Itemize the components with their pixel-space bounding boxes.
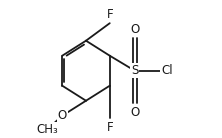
Text: Cl: Cl xyxy=(161,64,173,77)
Text: CH₃: CH₃ xyxy=(36,123,58,136)
Text: O: O xyxy=(130,23,139,36)
Text: O: O xyxy=(130,106,139,119)
Text: S: S xyxy=(131,64,139,77)
Text: O: O xyxy=(58,109,67,122)
Text: F: F xyxy=(106,8,113,21)
Text: F: F xyxy=(106,121,113,134)
